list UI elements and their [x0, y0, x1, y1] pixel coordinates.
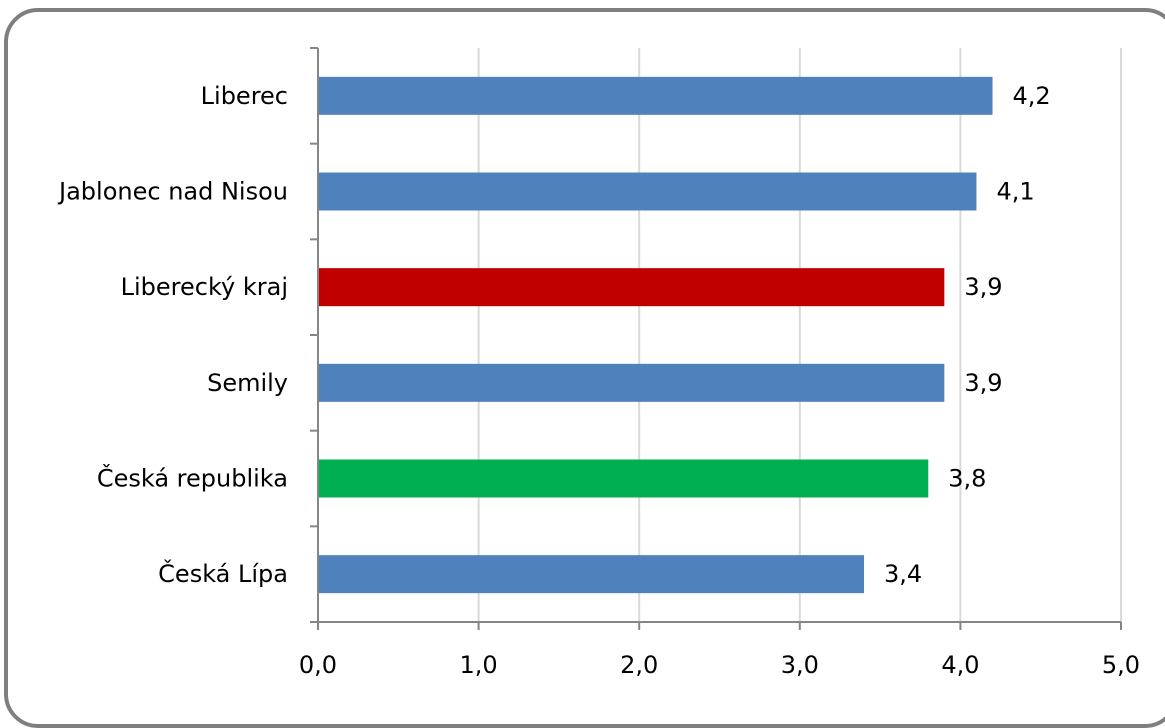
data-label: 4,1: [996, 178, 1034, 206]
bar: [318, 76, 993, 115]
gridlines: [477, 48, 1122, 622]
x-tick-label: 3,0: [781, 651, 819, 679]
data-label: 3,8: [948, 465, 986, 493]
x-tick-label: 5,0: [1102, 651, 1140, 679]
data-label: 3,9: [964, 273, 1002, 301]
data-label: 4,2: [1013, 82, 1051, 110]
x-tick-label: 0,0: [299, 651, 337, 679]
bar: [318, 555, 865, 594]
bar: [318, 172, 977, 211]
bar-chart: Liberec 4,2 Jablonec nad Nisou 4,1 Liberecký…: [57, 47, 1140, 679]
category-label: Česká Lípa: [158, 558, 288, 588]
category-label: Jablonec nad Nisou: [57, 178, 288, 206]
x-tick-label: 2,0: [620, 651, 658, 679]
x-tick-label: 4,0: [941, 651, 979, 679]
x-tick-label: 1,0: [460, 651, 498, 679]
data-label: 3,9: [964, 369, 1002, 397]
bars: [318, 76, 993, 594]
bar: [318, 268, 945, 307]
category-label: Česká republika: [97, 463, 288, 493]
category-label: Liberecký kraj: [121, 273, 288, 301]
data-label: 3,4: [884, 560, 922, 588]
bar: [318, 363, 945, 402]
axes: [310, 47, 1122, 630]
category-label: Semily: [207, 369, 288, 397]
labels: Liberec 4,2 Jablonec nad Nisou 4,1 Liberecký…: [57, 82, 1140, 679]
category-label: Liberec: [201, 82, 288, 110]
bar: [318, 459, 929, 498]
